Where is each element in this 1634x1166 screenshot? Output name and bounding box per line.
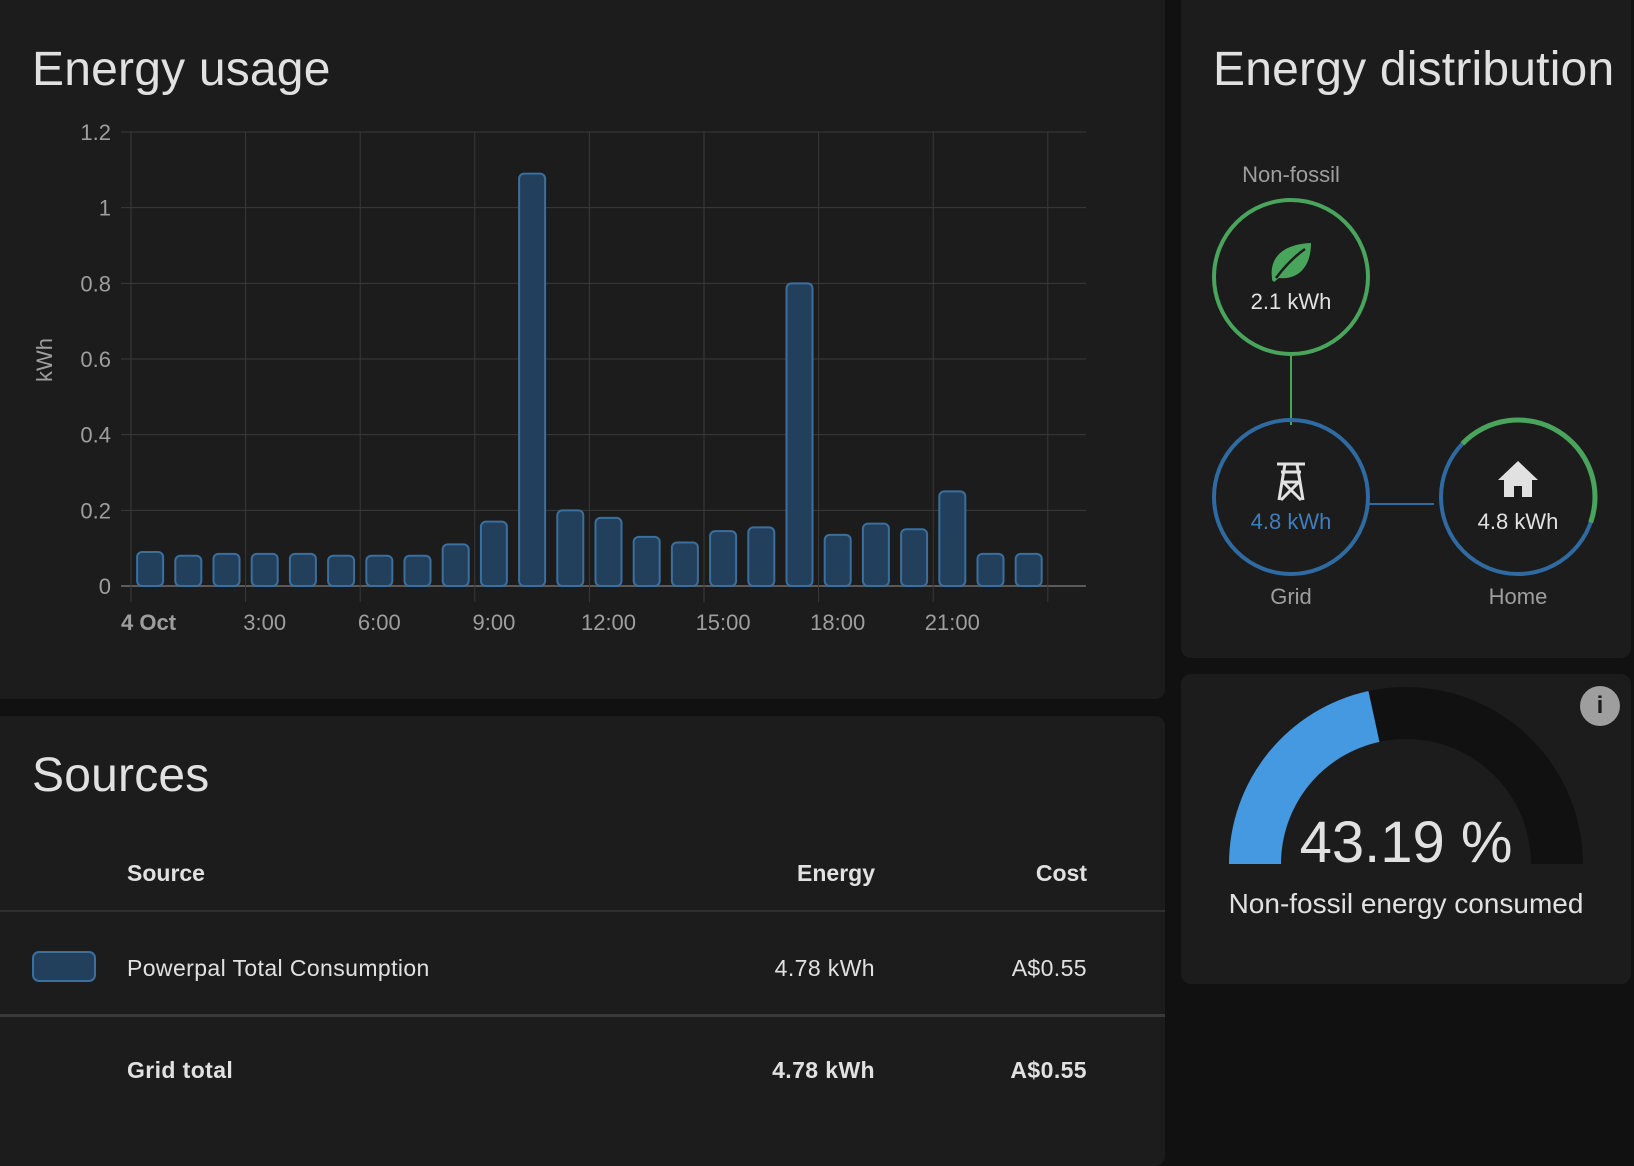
usage-bar[interactable]: [556, 509, 585, 587]
non-fossil-node[interactable]: [1212, 198, 1370, 356]
usage-bar[interactable]: [403, 554, 432, 588]
grid-label: Grid: [1270, 584, 1312, 609]
energy-usage-title: Energy usage: [32, 43, 331, 96]
usage-bar[interactable]: [136, 550, 165, 588]
header-divider: [0, 910, 1165, 912]
non-fossil-gauge-card: i 43.19 % Non-fossil energy consumed: [1181, 674, 1631, 984]
header-source[interactable]: Source: [127, 860, 205, 886]
gauge-value: 43.19 %: [1299, 810, 1513, 875]
usage-bar[interactable]: [938, 490, 967, 587]
grid-value: 4.8 kWh: [1250, 509, 1332, 534]
header-energy[interactable]: Energy: [797, 860, 875, 886]
home-label: Home: [1488, 584, 1548, 609]
total-divider: [0, 1014, 1165, 1017]
total-cost: A$0.55: [1010, 1057, 1087, 1083]
leaf-icon: [1271, 243, 1311, 282]
usage-bar[interactable]: [250, 552, 279, 588]
usage-bar[interactable]: [327, 554, 356, 588]
home-value: 4.8 kWh: [1477, 509, 1559, 534]
usage-bar[interactable]: [976, 552, 1005, 588]
y-tick-label: 0: [99, 574, 111, 599]
distribution-diagram: [1212, 198, 1598, 576]
x-tick-label: 18:00: [810, 610, 865, 635]
x-tick-label: 3:00: [243, 610, 286, 635]
y-tick-label: 0.6: [80, 347, 111, 372]
y-tick-label: 0.4: [80, 423, 111, 448]
usage-bar[interactable]: [1014, 552, 1043, 588]
sources-card: Sources Source Energy Cost Powerpal Tota…: [0, 716, 1165, 1166]
usage-bar[interactable]: [709, 530, 738, 587]
usage-bar[interactable]: [441, 543, 470, 588]
total-energy: 4.78 kWh: [772, 1057, 875, 1083]
non-fossil-gauge: [1229, 687, 1583, 864]
source-energy: 4.78 kWh: [774, 955, 875, 981]
usage-bar[interactable]: [288, 552, 317, 588]
y-tick-label: 0.8: [80, 271, 111, 296]
x-tick-label: 15:00: [696, 610, 751, 635]
x-tick-label: 21:00: [925, 610, 980, 635]
x-tick-label: 6:00: [358, 610, 401, 635]
source-color-swatch: [32, 951, 96, 982]
energy-usage-chart: 0 0.2 0.4 0.6 0.8 1 1.2 4 Oct 3:00 6:00 9:00 12:00 1…: [32, 120, 1086, 635]
x-tick-label: 12:00: [581, 610, 636, 635]
total-name: Grid total: [127, 1057, 234, 1083]
usage-bar[interactable]: [594, 516, 623, 588]
energy-distribution-card: Energy distribution Non-fossil 2.1: [1181, 0, 1631, 658]
y-tick-label: 1.2: [80, 120, 111, 145]
home-icon: [1498, 461, 1538, 497]
usage-bar[interactable]: [861, 522, 890, 588]
source-name: Powerpal Total Consumption: [127, 955, 430, 981]
usage-bar[interactable]: [747, 526, 776, 588]
y-tick-label: 0.2: [80, 498, 111, 523]
usage-bar[interactable]: [479, 520, 508, 588]
transmission-tower-icon: [1277, 462, 1305, 502]
usage-bar[interactable]: [632, 535, 661, 587]
gauge-label: Non-fossil energy consumed: [1228, 888, 1584, 919]
sources-title: Sources: [32, 749, 210, 802]
header-cost[interactable]: Cost: [1035, 860, 1087, 886]
y-axis-label: kWh: [32, 338, 57, 382]
x-tick-label: 4 Oct: [121, 610, 177, 635]
usage-bar[interactable]: [785, 282, 814, 587]
non-fossil-label: Non-fossil: [1242, 162, 1340, 187]
info-icon[interactable]: i: [1580, 686, 1620, 726]
energy-distribution-title: Energy distribution: [1213, 43, 1615, 96]
usage-bar[interactable]: [670, 541, 699, 587]
usage-bar[interactable]: [174, 554, 203, 588]
gauge-fill: [1229, 691, 1380, 864]
home-nonfossil-arc: [1460, 417, 1598, 524]
usage-bar[interactable]: [900, 528, 929, 587]
usage-bar[interactable]: [518, 172, 547, 587]
source-cost: A$0.55: [1011, 955, 1087, 981]
usage-bar[interactable]: [212, 552, 241, 588]
grid-node[interactable]: [1212, 418, 1370, 576]
x-tick-label: 9:00: [472, 610, 515, 635]
energy-usage-card: Energy usage 0 0.2 0.4 0.6 0.8 1 1.2 4 Oct 3:00 6…: [0, 0, 1165, 699]
y-tick-label: 1: [99, 196, 111, 221]
usage-bar[interactable]: [823, 533, 852, 587]
non-fossil-value: 2.1 kWh: [1250, 289, 1332, 314]
usage-bar[interactable]: [365, 554, 394, 588]
